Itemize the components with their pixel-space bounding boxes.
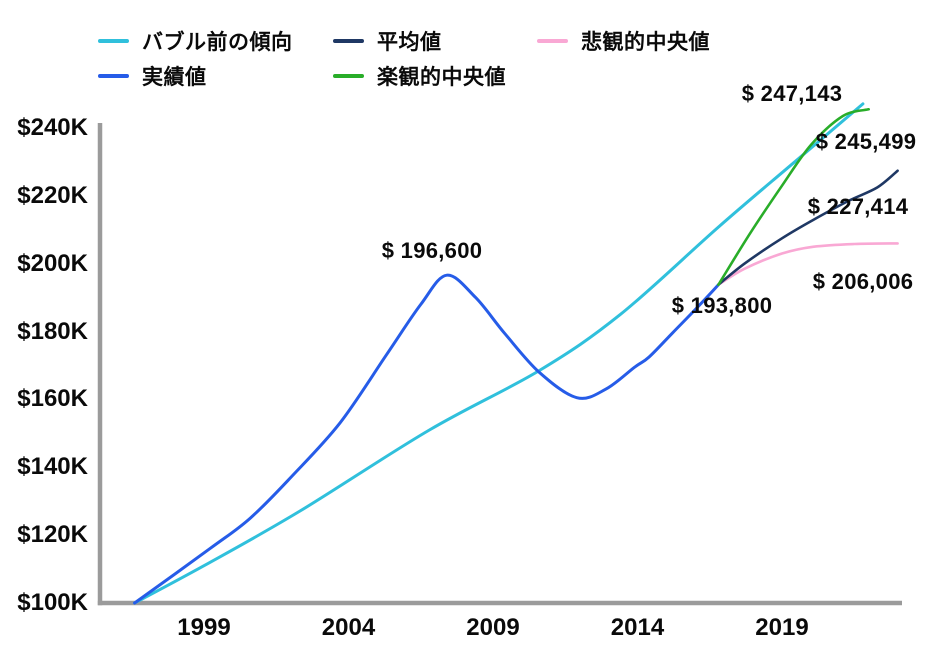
line-mean bbox=[717, 169, 899, 286]
annotation-mean-end: $ 227,414 bbox=[807, 194, 909, 219]
annotation-optimistic-end: $ 245,499 bbox=[815, 129, 917, 154]
annotation-peak: $ 196,600 bbox=[381, 238, 483, 263]
line-pessimistic bbox=[717, 242, 899, 286]
y-tick-label: $200K bbox=[17, 249, 88, 277]
legend-label-optimistic: 楽観的中央値 bbox=[377, 66, 506, 89]
line-actual bbox=[133, 273, 720, 605]
legend-item-trend: バブル前の傾向 bbox=[98, 29, 293, 54]
x-tick-label: 2014 bbox=[610, 614, 665, 641]
y-tick-label: $240K bbox=[17, 113, 88, 141]
legend-label-pessimistic: 悲観的中央値 bbox=[581, 31, 710, 54]
x-tick-label: 2004 bbox=[321, 614, 376, 641]
legend-item-pessimistic: 悲観的中央値 bbox=[537, 29, 710, 54]
line-optimistic bbox=[717, 108, 870, 286]
y-tick-label: $220K bbox=[17, 181, 88, 209]
y-tick-label: $180K bbox=[17, 317, 88, 345]
x-tick-label: 2019 bbox=[755, 614, 809, 641]
y-tick-label: $160K bbox=[17, 385, 88, 413]
legend-swatch-mean bbox=[333, 39, 364, 43]
annotation-trend-end: $ 247,143 bbox=[741, 81, 843, 106]
legend-item-optimistic: 楽観的中央値 bbox=[333, 64, 506, 89]
legend-swatch-optimistic bbox=[333, 74, 364, 78]
legend-swatch-pessimistic bbox=[537, 39, 568, 43]
legend-item-mean: 平均値 bbox=[333, 29, 442, 54]
x-tick-label: 1999 bbox=[177, 614, 231, 641]
legend-swatch-trend bbox=[98, 39, 129, 43]
legend-label-mean: 平均値 bbox=[377, 31, 442, 54]
line-trend bbox=[133, 102, 865, 605]
legend-label-trend: バブル前の傾向 bbox=[142, 31, 293, 54]
y-tick-label: $120K bbox=[17, 521, 88, 549]
legend-swatch-actual bbox=[98, 74, 129, 78]
annotation-fork: $ 193,800 bbox=[671, 293, 773, 318]
legend-item-actual: 実績値 bbox=[98, 64, 207, 89]
x-tick-label: 2009 bbox=[466, 614, 520, 641]
y-tick-label: $100K bbox=[17, 589, 88, 616]
y-tick-label: $140K bbox=[17, 453, 88, 481]
legend-label-actual: 実績値 bbox=[142, 66, 207, 89]
annotation-pessimistic-end: $ 206,006 bbox=[812, 269, 914, 294]
